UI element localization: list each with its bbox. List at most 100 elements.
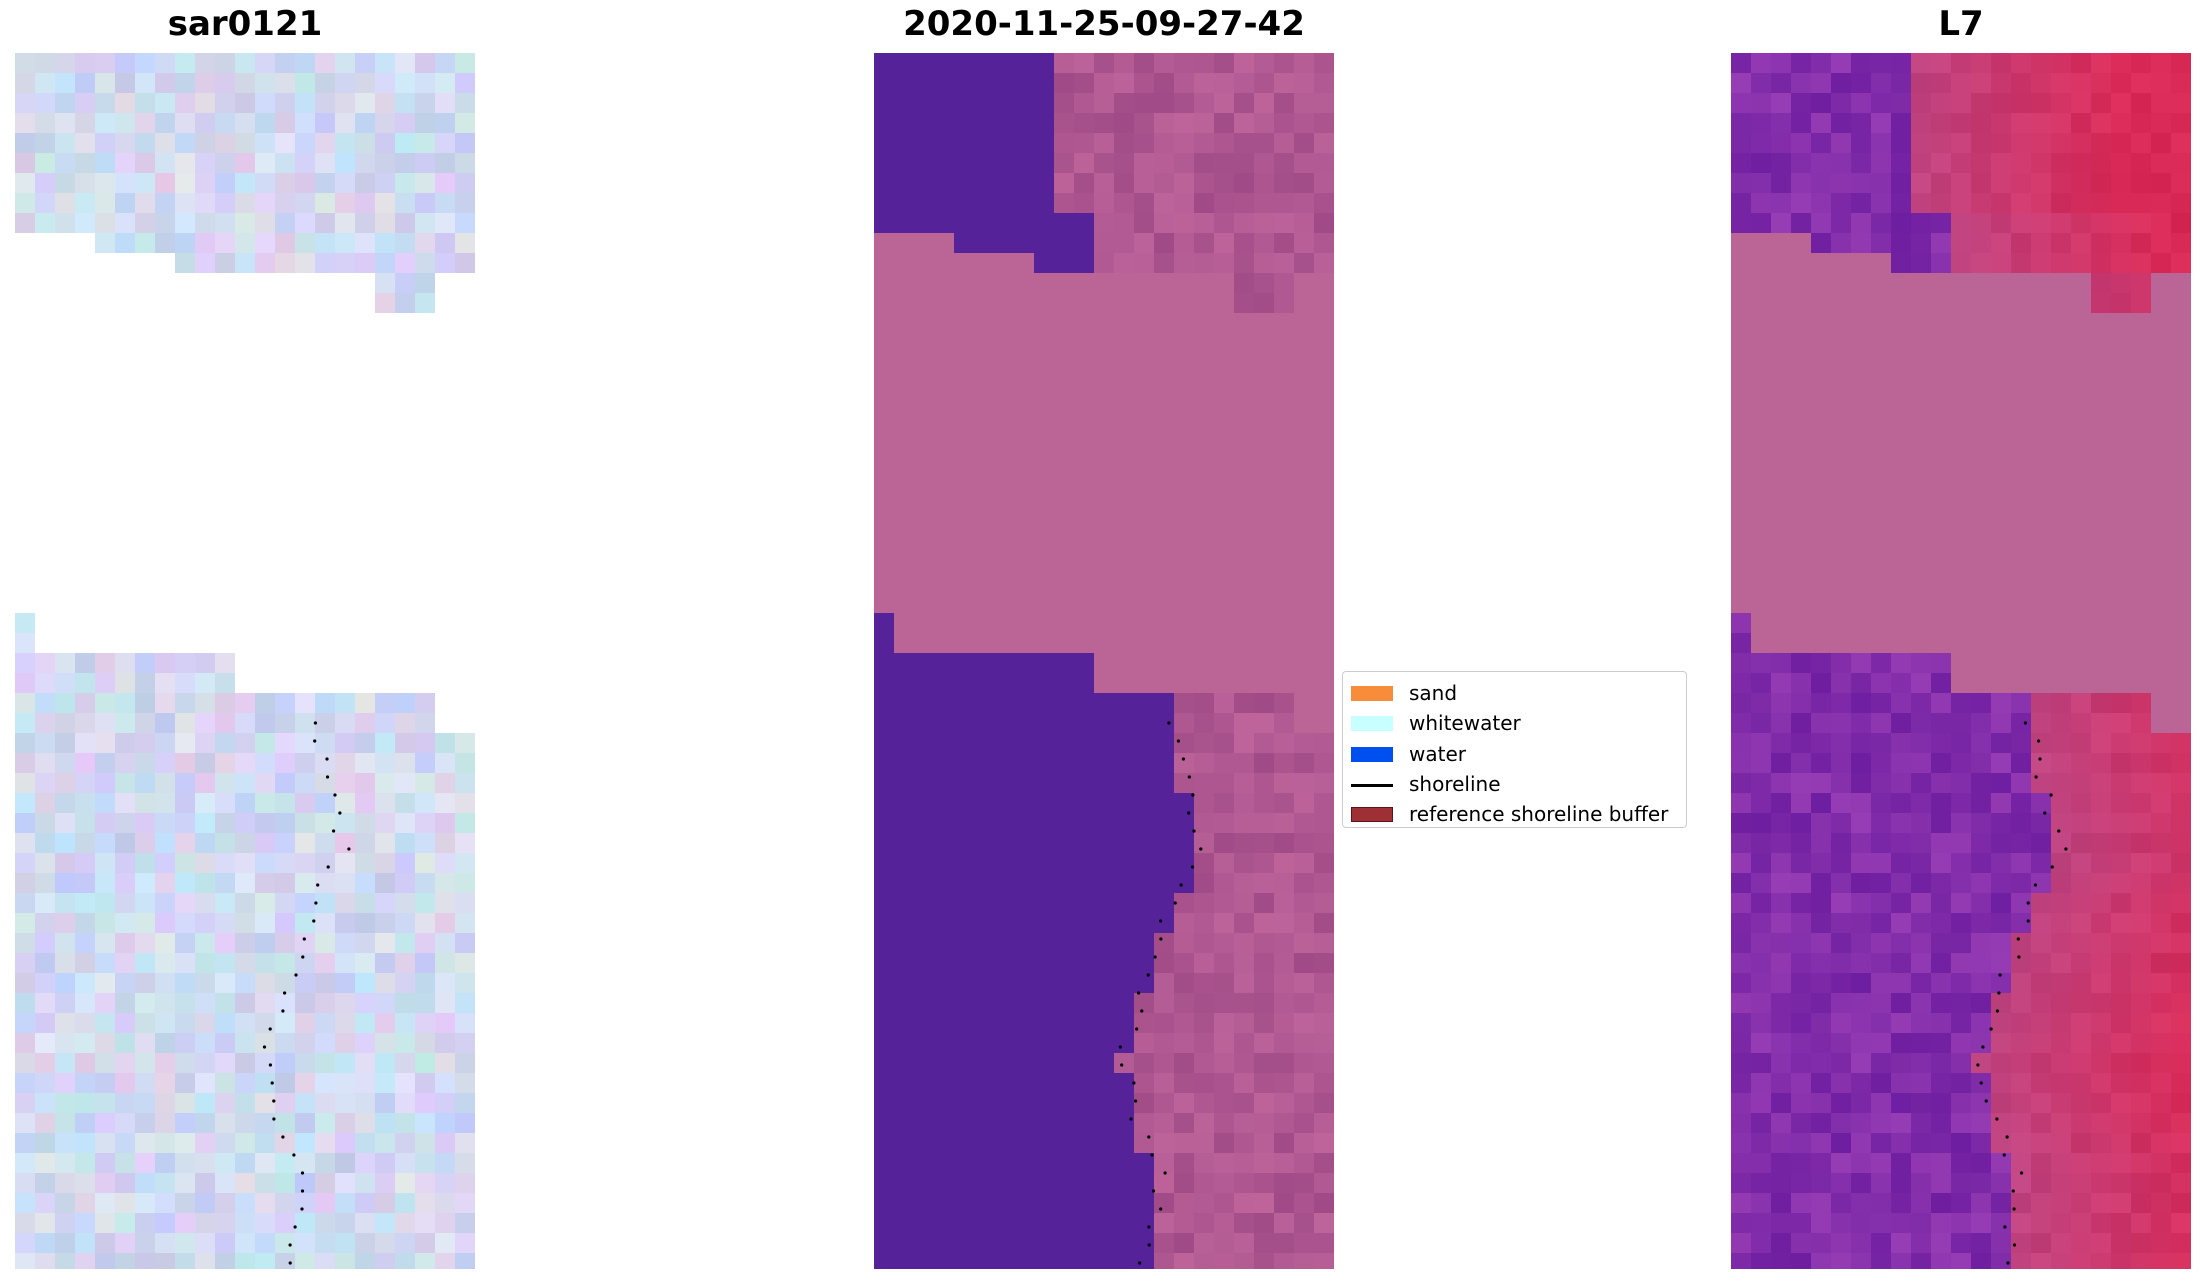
index-cell (2131, 1213, 2151, 1233)
index-cell (1831, 913, 1851, 933)
water-cell (954, 133, 974, 153)
index-cell (1891, 93, 1911, 113)
index-cell (1791, 733, 1811, 753)
sand-cell (1214, 713, 1234, 733)
water-cell (934, 213, 954, 233)
raster-cell (235, 93, 255, 113)
index-cell (1811, 853, 1831, 873)
sand-cell (1194, 113, 1214, 133)
index-cell (1871, 733, 1891, 753)
raster-cell (375, 893, 395, 913)
shoreline-point (1120, 1063, 1124, 1067)
index-cell (1971, 1253, 1991, 1269)
index-cell (1971, 213, 1991, 233)
index-cell (2091, 293, 2111, 313)
water-cell (1054, 1133, 1074, 1153)
water-cell (954, 1153, 974, 1173)
water-cell (1114, 893, 1134, 913)
water-cell (874, 973, 894, 993)
index-cell (1831, 1053, 1851, 1073)
sand-cell (1114, 113, 1134, 133)
index-cell (1931, 113, 1951, 133)
raster-cell (335, 853, 355, 873)
raster-cell (215, 73, 235, 93)
raster-cell (15, 1013, 35, 1033)
raster-cell (95, 893, 115, 913)
shoreline-point (268, 1063, 272, 1067)
raster-cell (395, 233, 415, 253)
water-cell (1034, 1133, 1054, 1153)
index-cell (1791, 93, 1811, 113)
raster-cell (75, 793, 95, 813)
sand-cell (1194, 773, 1214, 793)
index-cell (1871, 973, 1891, 993)
water-cell (1094, 733, 1114, 753)
index-cell (2031, 1033, 2051, 1053)
index-cell (1871, 1093, 1891, 1113)
water-cell (974, 913, 994, 933)
index-cell (1911, 953, 1931, 973)
sand-cell (1234, 1193, 1254, 1213)
shoreline-point (1199, 847, 1203, 851)
raster-cell (235, 693, 255, 713)
index-cell (1931, 193, 1951, 213)
index-cell (1751, 153, 1771, 173)
index-cell (1731, 813, 1751, 833)
index-cell (1731, 53, 1751, 73)
raster-cell (315, 893, 335, 913)
index-cell (2131, 53, 2151, 73)
raster-cell (415, 1053, 435, 1073)
water-cell (874, 713, 894, 733)
raster-cell (215, 1073, 235, 1093)
raster-cell (215, 1173, 235, 1193)
raster-cell (295, 773, 315, 793)
index-cell (1951, 873, 1971, 893)
water-cell (1074, 973, 1094, 993)
water-cell (1074, 853, 1094, 873)
water-cell (974, 1033, 994, 1053)
raster-cell (135, 1093, 155, 1113)
shoreline-point (313, 721, 317, 725)
raster-cell (115, 713, 135, 733)
sand-cell (1254, 713, 1274, 733)
sand-cell (1314, 53, 1334, 73)
sand-cell (1174, 1133, 1194, 1153)
water-cell (994, 773, 1014, 793)
water-cell (1014, 673, 1034, 693)
raster-cell (395, 1253, 415, 1269)
index-cell (1731, 1173, 1751, 1193)
raster-cell (175, 113, 195, 133)
water-cell (934, 793, 954, 813)
index-cell (1771, 873, 1791, 893)
raster-cell (335, 1133, 355, 1153)
raster-cell (195, 653, 215, 673)
index-cell (2151, 213, 2171, 233)
index-cell (1871, 673, 1891, 693)
sand-cell (1214, 93, 1234, 113)
raster-cell (355, 153, 375, 173)
water-cell (1094, 813, 1114, 833)
shoreline-point (1151, 1189, 1156, 1193)
index-cell (1931, 1153, 1951, 1173)
index-cell (2051, 853, 2071, 873)
water-cell (1034, 1113, 1054, 1133)
index-cell (1831, 833, 1851, 853)
raster-cell (155, 833, 175, 853)
index-cell (2131, 1093, 2151, 1113)
index-cell (2051, 933, 2071, 953)
index-cell (1931, 893, 1951, 913)
raster-cell (215, 193, 235, 213)
index-cell (2171, 1093, 2191, 1113)
raster-cell (35, 693, 55, 713)
sand-cell (1214, 893, 1234, 913)
raster-cell (455, 1113, 475, 1133)
index-cell (2071, 693, 2091, 713)
raster-cell (395, 893, 415, 913)
raster-cell (95, 53, 115, 73)
water-cell (914, 1073, 934, 1093)
raster-cell (95, 193, 115, 213)
water-cell (874, 1233, 894, 1253)
index-cell (2071, 193, 2091, 213)
water-cell (934, 933, 954, 953)
water-cell (1034, 253, 1054, 273)
